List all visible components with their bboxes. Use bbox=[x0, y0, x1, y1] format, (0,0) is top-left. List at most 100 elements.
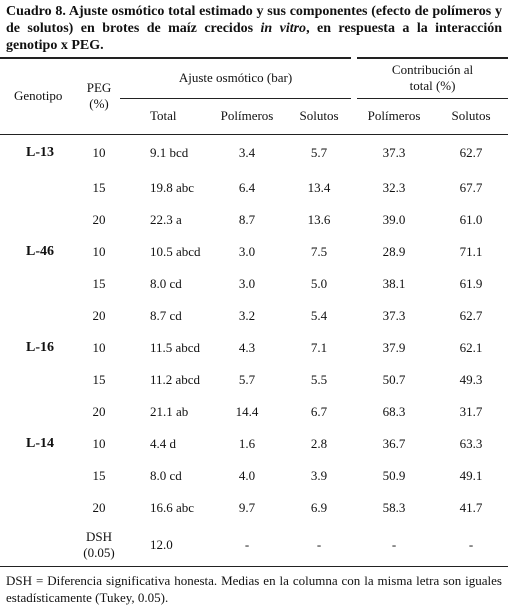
table: Genotipo PEG (%) Ajuste osmótico (bar) C… bbox=[0, 57, 508, 567]
cell bbox=[0, 204, 78, 236]
header-cell: PEG (%) bbox=[78, 58, 120, 135]
cell: 10 bbox=[92, 145, 106, 161]
row: 20 16.6 abc 9.7 6.9 58.3 41.7 bbox=[0, 492, 508, 524]
cell: 1.6 bbox=[238, 436, 256, 451]
cell: Total bbox=[150, 108, 177, 123]
cell: L-13 bbox=[26, 145, 54, 161]
cell: 13.4 bbox=[307, 180, 331, 195]
cell: 8.7 cd bbox=[150, 308, 182, 323]
cell: 20 bbox=[92, 404, 106, 419]
cell: 8.0 cd bbox=[150, 276, 182, 291]
cell: 16.6 abc bbox=[150, 500, 195, 515]
cell: 21.1 ab bbox=[150, 404, 189, 419]
cell: 3.9 bbox=[310, 468, 328, 483]
cell: 2.8 bbox=[310, 436, 328, 451]
cell: 15 bbox=[92, 372, 106, 387]
cell: 15 bbox=[92, 276, 106, 291]
cell: 36.7 bbox=[382, 436, 406, 451]
cell: 37.3 bbox=[382, 145, 406, 161]
cell bbox=[0, 492, 78, 524]
cell: 12.0 bbox=[150, 536, 173, 552]
cell: 28.9 bbox=[382, 244, 406, 259]
cell: 19.8 abc bbox=[150, 180, 195, 195]
cell bbox=[0, 172, 78, 204]
cell: 41.7 bbox=[459, 500, 483, 515]
cell: 3.4 bbox=[238, 145, 256, 161]
cell: 10 bbox=[92, 436, 106, 451]
cell: 13.6 bbox=[307, 212, 331, 227]
cell: 6.7 bbox=[310, 404, 328, 419]
caption-text: Cuadro 8. Ajuste osmótico total estimado… bbox=[6, 4, 502, 36]
row: 20 8.7 cd 3.2 5.4 37.3 62.7 bbox=[0, 300, 508, 332]
cell: 20 bbox=[92, 500, 106, 515]
cell: 37.3 bbox=[382, 308, 406, 323]
cell: 37.9 bbox=[382, 340, 406, 355]
cell bbox=[0, 460, 78, 492]
cell: - bbox=[468, 536, 474, 552]
cell: 9.1 bcd bbox=[150, 145, 189, 161]
row: L-14 10 4.4 d 1.6 2.8 36.7 63.3 bbox=[0, 428, 508, 460]
cell: 71.1 bbox=[459, 244, 483, 259]
cell: 5.4 bbox=[310, 308, 328, 323]
cell: 3.2 bbox=[238, 308, 256, 323]
cell: 49.3 bbox=[459, 372, 483, 387]
cell: 20 bbox=[92, 308, 106, 323]
cell: - bbox=[244, 536, 250, 552]
cell: 4.3 bbox=[238, 340, 256, 355]
cell: 3.0 bbox=[238, 244, 256, 259]
header-cell: Ajuste osmótico (bar) bbox=[120, 58, 355, 99]
cell: 20 bbox=[92, 212, 106, 227]
cell: 49.1 bbox=[459, 468, 483, 483]
cell: 7.5 bbox=[310, 244, 328, 259]
row: 20 22.3 a 8.7 13.6 39.0 61.0 bbox=[0, 204, 508, 236]
cell: 7.1 bbox=[310, 340, 328, 355]
cell: 15 bbox=[92, 468, 106, 483]
cell: 6.9 bbox=[310, 500, 328, 515]
cell: 5.0 bbox=[310, 276, 328, 291]
cell: 5.5 bbox=[310, 372, 328, 387]
row: DSH (0.05) 12.0 - - - - bbox=[0, 524, 508, 566]
cell: 8.7 bbox=[238, 212, 256, 227]
cell: 22.3 a bbox=[150, 212, 182, 227]
cell: 10.5 abcd bbox=[150, 244, 201, 259]
cell: 9.7 bbox=[238, 500, 256, 515]
cell: 5.7 bbox=[310, 145, 328, 161]
cell: 14.4 bbox=[235, 404, 259, 419]
cell bbox=[0, 524, 78, 566]
cell: Solutos bbox=[451, 108, 491, 123]
cell: 31.7 bbox=[459, 404, 483, 419]
cell bbox=[0, 300, 78, 332]
row: L-13 10 9.1 bcd 3.4 5.7 37.3 62.7 bbox=[0, 134, 508, 172]
cell: 62.7 bbox=[459, 308, 483, 323]
header-cell: Contribución al total (%) bbox=[351, 58, 508, 99]
cell: 10 bbox=[92, 340, 106, 355]
cell: 67.7 bbox=[459, 180, 483, 195]
row: L-46 10 10.5 abcd 3.0 7.5 28.9 71.1 bbox=[0, 236, 508, 268]
cell: 8.0 cd bbox=[150, 468, 182, 483]
cell: 11.2 abcd bbox=[150, 372, 201, 387]
cell: 39.0 bbox=[382, 212, 406, 227]
row: 15 11.2 abcd 5.7 5.5 50.7 49.3 bbox=[0, 364, 508, 396]
cell: - bbox=[316, 536, 322, 552]
cell bbox=[0, 268, 78, 300]
row: L-16 10 11.5 abcd 4.3 7.1 37.9 62.1 bbox=[0, 332, 508, 364]
cell: Polímeros bbox=[367, 108, 421, 123]
cell: Polímeros bbox=[220, 108, 274, 123]
cell: L-46 bbox=[26, 244, 54, 259]
row: 15 8.0 cd 4.0 3.9 50.9 49.1 bbox=[0, 460, 508, 492]
row: 15 8.0 cd 3.0 5.0 38.1 61.9 bbox=[0, 268, 508, 300]
cell: 61.0 bbox=[459, 212, 483, 227]
cell: 3.0 bbox=[238, 276, 256, 291]
cell: L-14 bbox=[26, 436, 54, 451]
caption: Cuadro 8. Ajuste osmótico total estimado… bbox=[6, 3, 502, 54]
cell bbox=[0, 364, 78, 396]
cell: 62.7 bbox=[459, 145, 483, 161]
cell: 63.3 bbox=[459, 436, 483, 451]
cell: 61.9 bbox=[459, 276, 483, 291]
cell: - bbox=[391, 536, 397, 552]
caption-italic: in vitro bbox=[260, 21, 307, 36]
cell: 50.9 bbox=[382, 468, 406, 483]
footnote: DSH = Diferencia significativa honesta. … bbox=[6, 573, 502, 605]
cell: 4.0 bbox=[238, 468, 256, 483]
